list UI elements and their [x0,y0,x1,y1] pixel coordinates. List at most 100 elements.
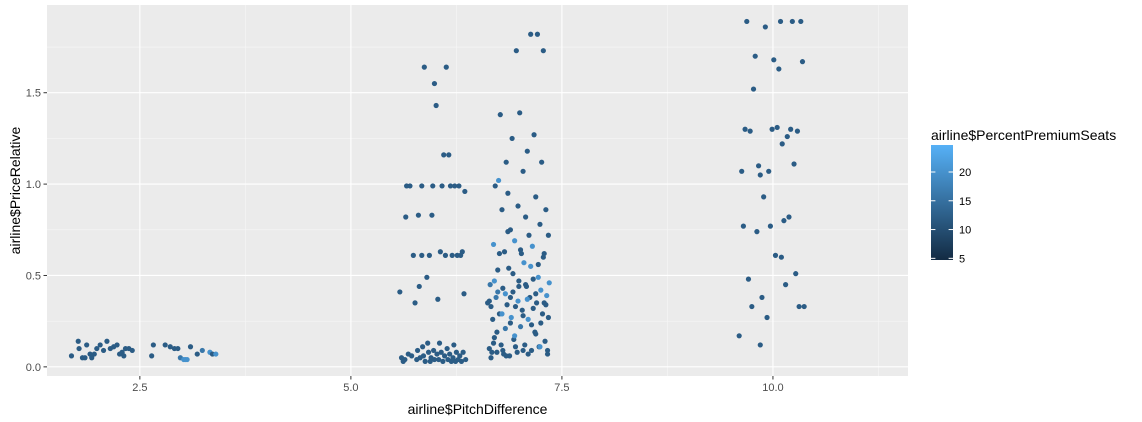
data-point [407,183,413,189]
minor-gridlines [47,5,908,376]
data-point [544,351,551,357]
data-point [114,342,120,348]
data-point [496,177,502,184]
data-point [199,347,205,354]
data-point [491,278,497,284]
data-point [744,18,750,25]
data-point [501,249,508,255]
y-tick-label: 1.0 [26,179,41,191]
data-point [491,335,497,341]
data-point [757,342,763,348]
data-point [460,349,466,355]
data-point [528,347,535,354]
data-point [438,349,444,355]
data-point [505,229,511,235]
data-point [541,300,547,306]
color-legend: airline$PercentPremiumSeats 5 10 15 20 [931,127,1116,265]
data-point [489,349,495,355]
data-point [421,64,427,70]
data-point [525,316,531,322]
data-point [444,345,450,352]
data-point [520,347,526,354]
data-point [517,247,524,253]
data-point [510,289,516,295]
data-point [420,353,427,359]
data-point [187,344,194,350]
data-point [76,345,82,352]
data-point [94,345,100,352]
data-point [515,298,521,304]
data-point [84,342,90,348]
data-point [740,223,746,229]
data-point [510,271,516,277]
data-point [456,183,462,189]
data-point [453,349,459,355]
data-point [761,194,767,200]
data-point [533,331,539,337]
data-point [431,80,438,87]
data-point [507,320,514,326]
data-point [412,300,418,306]
data-point [425,349,432,355]
data-point [503,353,509,359]
data-point [441,353,448,359]
data-point [416,283,422,290]
data-point [431,347,437,354]
data-point [498,342,504,348]
data-point [524,148,530,154]
data-point [525,351,531,357]
data-point [500,285,506,291]
data-point [512,303,519,310]
data-point [459,249,465,255]
data-point [528,31,534,37]
data-point [490,316,496,322]
data-point [447,351,453,357]
data-point [403,214,409,220]
data-point [496,250,503,257]
data-point [516,278,522,284]
y-axis-title: airline$PriceRelative [7,126,23,254]
data-point [104,338,110,344]
data-point [522,342,528,348]
x-axis: 2.5 5.0 7.5 10.0 [132,376,784,394]
data-point [778,254,784,260]
data-point [529,243,535,249]
data-point [523,214,529,220]
data-point [415,212,422,218]
data-point [520,168,526,174]
x-tick-label: 2.5 [132,382,147,394]
x-tick-label: 5.0 [343,382,358,394]
data-point [446,152,452,158]
data-point [750,86,757,92]
data-point [442,252,449,258]
data-point [430,183,436,189]
data-point [514,349,520,355]
data-point [486,298,492,304]
data-point [213,351,219,357]
data-point [776,66,782,72]
data-point [754,229,760,235]
data-point [789,18,795,25]
legend-tick-label: 15 [959,196,971,208]
data-point [414,347,421,354]
data-point [509,135,515,142]
data-point [440,358,446,364]
data-point [538,287,544,293]
data-point [524,296,530,302]
data-point [129,347,135,354]
data-point [764,314,770,321]
data-point [490,241,497,248]
data-point [487,282,493,288]
data-point [543,207,549,213]
data-point [150,342,156,348]
data-point [493,294,499,301]
data-point [798,18,804,25]
data-point [441,152,447,158]
data-point [534,31,541,37]
data-point [519,307,525,313]
data-point [539,159,545,165]
data-point [409,353,415,359]
data-point [512,333,518,339]
data-point [494,329,500,335]
data-point [424,274,430,280]
